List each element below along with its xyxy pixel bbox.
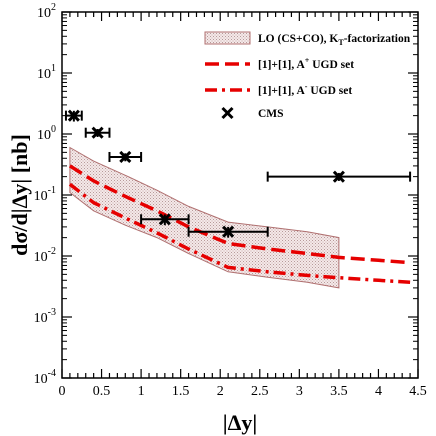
legend-item-cms: CMS: [221, 106, 284, 120]
legend-item-aminus: [1]+[1], A- UGD set: [205, 82, 352, 97]
legend-item-aplus: [1]+[1], A+ UGD set: [205, 56, 354, 71]
cms-marker: [222, 225, 235, 238]
legend-label: [1]+[1], A+ UGD set: [258, 56, 354, 71]
cms-point: [266, 170, 412, 183]
band-area: [69, 146, 340, 289]
legend: LO (CS+CO), KT-factorization [1]+[1], A+ …: [204, 31, 411, 120]
cms-marker: [119, 150, 132, 164]
axes: 0 0.5 1 1.5 2 2.5 3 3.5 4 4.5 102 101 100 10-1 10-2 10-…: [34, 2, 427, 399]
cms-marker: [158, 213, 171, 226]
cms-point: [187, 225, 269, 238]
y-tick-label: 101: [37, 63, 56, 82]
cms-marker: [67, 109, 80, 122]
legend-swatch-cms: [221, 106, 234, 120]
curve-aplus: [68, 164, 411, 265]
x-tick-label: 4: [375, 384, 382, 399]
legend-swatch-band: [204, 31, 251, 45]
x-tick-label: 0.5: [93, 384, 111, 399]
x-tick-label: 2: [217, 384, 224, 399]
x-tick-label: 3.5: [330, 384, 348, 399]
legend-label: LO (CS+CO), KT-factorization: [258, 33, 411, 47]
y-axis-title: dσ/d|Δy| [nb]: [7, 134, 32, 256]
y-tick-label: 10-1: [34, 185, 56, 204]
legend-label: CMS: [258, 108, 284, 120]
y-tick-label: 102: [37, 2, 56, 21]
cms-marker: [332, 170, 345, 183]
x-tick-label: 2.5: [251, 384, 269, 399]
cms-point: [108, 150, 143, 164]
x-tick-label: 4.5: [409, 384, 427, 399]
y-tick-label: 10-3: [34, 307, 56, 326]
legend-label: [1]+[1], A- UGD set: [258, 82, 352, 97]
x-axis-title: |Δy|: [223, 410, 257, 435]
legend-item-band: LO (CS+CO), KT-factorization: [204, 31, 411, 47]
x-tick-label: 3: [296, 384, 303, 399]
cms-point: [64, 109, 83, 122]
x-tick-label: 1.5: [172, 384, 190, 399]
plot-content: [64, 109, 412, 289]
cms-point: [84, 126, 111, 139]
y-tick-label: 10-2: [34, 246, 56, 265]
cms-point: [140, 213, 190, 226]
x-tick-label: 0: [59, 384, 66, 399]
x-tick-label: 1: [138, 384, 145, 399]
cms-marker: [91, 126, 104, 139]
y-tick-label: 100: [37, 124, 56, 143]
y-tick-label: 10-4: [34, 368, 56, 387]
curve-aminus: [68, 182, 411, 285]
